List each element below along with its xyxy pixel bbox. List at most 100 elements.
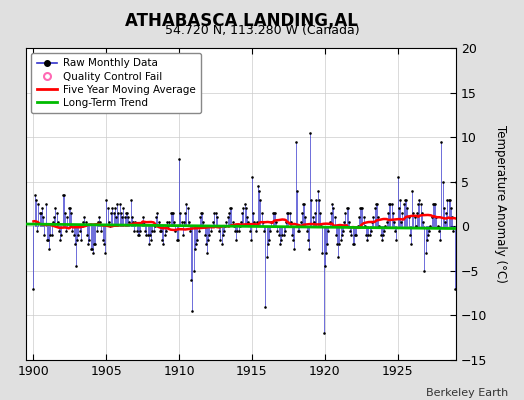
Point [177,219,185,225]
Point [289,236,298,243]
Point [91,241,100,247]
Point [232,236,241,243]
Point [385,201,394,207]
Point [374,214,383,220]
Point [399,201,408,207]
Point [224,214,232,220]
Point [164,223,172,230]
Point [169,210,177,216]
Point [202,241,210,247]
Point [381,223,390,230]
Point [103,205,112,212]
Point [201,232,209,238]
Point [171,228,180,234]
Point [320,330,328,336]
Point [288,232,296,238]
Point [323,241,331,247]
Point [187,276,195,283]
Point [144,232,152,238]
Point [277,236,285,243]
Point [149,228,158,234]
Point [161,228,170,234]
Point [313,188,322,194]
Point [244,219,253,225]
Point [324,228,333,234]
Point [369,214,377,220]
Point [55,228,63,234]
Point [252,228,260,234]
Point [290,245,299,252]
Point [464,236,472,243]
Point [49,219,57,225]
Point [396,196,404,203]
Point [333,241,341,247]
Point [329,205,337,212]
Point [458,205,466,212]
Point [72,263,80,270]
Point [391,228,399,234]
Point [206,228,215,234]
Point [435,228,443,234]
Point [433,223,442,230]
Point [418,210,426,216]
Point [359,214,368,220]
Point [153,210,161,216]
Point [221,223,230,230]
Point [106,223,114,230]
Point [390,219,398,225]
Point [279,232,288,238]
Point [75,228,84,234]
Point [133,228,141,234]
Point [436,236,444,243]
Point [243,214,252,220]
Point [257,210,266,216]
Point [343,205,351,212]
Point [158,236,166,243]
Point [239,205,248,212]
Point [236,223,244,230]
Point [419,219,427,225]
Point [314,196,323,203]
Point [276,241,284,247]
Point [52,210,61,216]
Point [406,232,414,238]
Point [432,214,441,220]
Point [71,241,79,247]
Point [325,219,334,225]
Point [30,192,39,198]
Point [444,196,453,203]
Point [38,205,46,212]
Point [217,241,226,247]
Point [231,228,239,234]
Point [190,268,198,274]
Point [306,130,314,136]
Point [82,219,90,225]
Point [222,219,231,225]
Point [29,286,38,292]
Point [204,236,212,243]
Point [219,232,227,238]
Point [192,241,200,247]
Point [51,205,60,212]
Point [88,245,96,252]
Point [99,236,107,243]
Point [386,201,395,207]
Point [266,228,275,234]
Point [248,174,256,180]
Point [126,196,135,203]
Point [387,201,396,207]
Text: Berkeley Earth: Berkeley Earth [426,388,508,398]
Point [394,174,402,180]
Point [341,210,350,216]
Point [366,232,374,238]
Point [335,241,344,247]
Point [268,210,277,216]
Point [261,303,269,310]
Point [210,210,219,216]
Point [362,232,370,238]
Point [37,210,45,216]
Point [113,201,122,207]
Point [348,241,357,247]
Point [397,219,406,225]
Point [462,210,470,216]
